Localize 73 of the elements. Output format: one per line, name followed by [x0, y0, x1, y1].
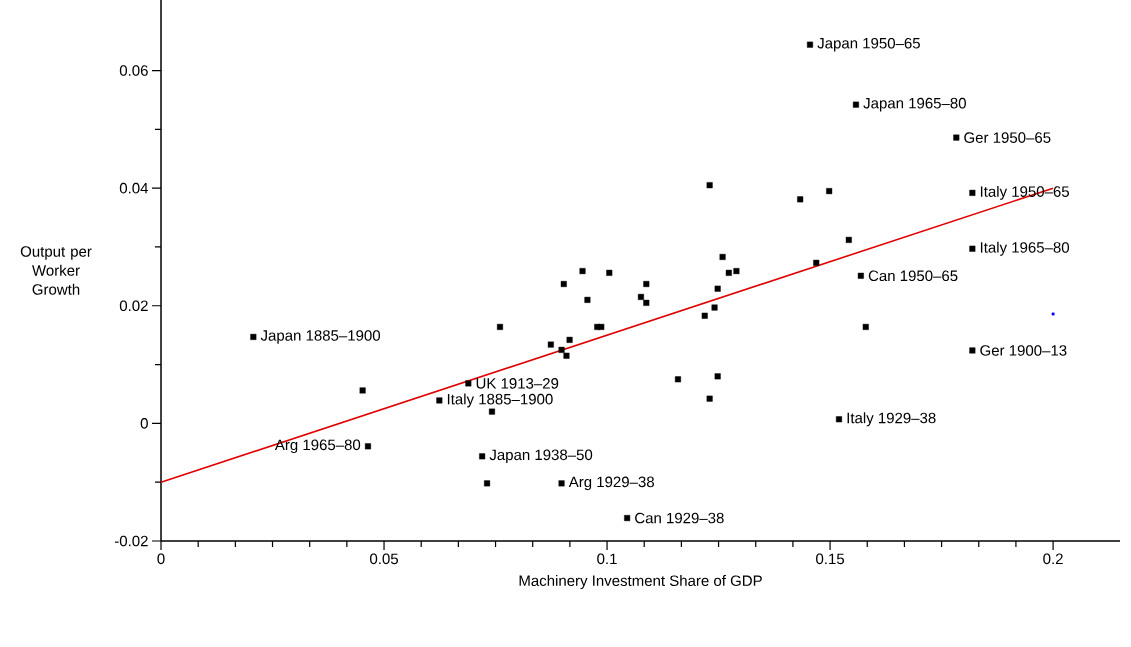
point — [566, 336, 573, 343]
annotation: Can 1950–65 — [868, 270, 958, 282]
point — [624, 515, 631, 522]
point — [250, 333, 257, 340]
point — [560, 281, 567, 288]
y-tick-label: 0 — [140, 418, 148, 429]
point — [558, 480, 565, 487]
point — [797, 196, 804, 203]
point — [714, 285, 721, 292]
point — [862, 323, 869, 330]
point — [488, 408, 495, 415]
point — [969, 245, 976, 252]
point — [969, 189, 976, 196]
y-tick-label: 0.04 — [119, 182, 149, 194]
annotation: Japan 1965–80 — [863, 97, 966, 112]
point — [719, 253, 726, 260]
point — [436, 397, 443, 404]
point — [643, 281, 650, 288]
point — [479, 453, 486, 460]
point — [969, 347, 976, 354]
point — [547, 341, 554, 348]
annotation: Can 1929–38 — [635, 512, 724, 524]
point — [852, 101, 859, 108]
point — [643, 299, 650, 306]
point — [359, 387, 366, 394]
point — [813, 259, 820, 266]
point — [484, 480, 491, 487]
point — [807, 41, 813, 48]
x-tick-label: 0 — [157, 553, 165, 565]
x-axis-title: Machinery Investment Share of GDP — [519, 575, 762, 589]
x-tick-label: 0.05 — [370, 553, 398, 565]
annotation: Ger 1950–65 — [964, 132, 1051, 143]
point — [465, 380, 472, 387]
point — [714, 373, 721, 380]
point — [584, 296, 591, 303]
annotation: Italy 1885–1900 — [447, 393, 553, 408]
point — [1051, 312, 1055, 316]
y-tick-label: 0.02 — [119, 300, 148, 312]
point — [706, 182, 713, 189]
point — [563, 352, 570, 359]
y-axis-title: Output per Worker Growth — [20, 246, 92, 295]
point — [598, 323, 605, 330]
point — [701, 312, 708, 319]
point — [733, 268, 740, 275]
annotation: Italy 1965–80 — [980, 241, 1070, 256]
point — [725, 269, 732, 276]
point — [826, 188, 833, 195]
x-tick-label: 0.2 — [1043, 553, 1063, 565]
point — [953, 134, 960, 141]
point — [706, 395, 713, 402]
y-tick-label: -0.02 — [114, 535, 148, 547]
annotation: Arg 1965–80 — [274, 439, 361, 454]
y-tick-label: 0.06 — [119, 65, 148, 76]
point — [845, 236, 852, 243]
annotation: Arg 1929–38 — [568, 476, 654, 491]
annotation: UK 1913–29 — [476, 378, 559, 389]
annotation: Italy 1929–38 — [847, 412, 936, 427]
annotation: Japan 1885–1900 — [260, 330, 381, 344]
annotation: Japan 1950–65 — [817, 37, 920, 52]
point — [606, 269, 613, 276]
point — [558, 346, 565, 353]
point — [364, 443, 371, 450]
annotation: Ger 1900–13 — [980, 345, 1067, 356]
point — [497, 323, 503, 330]
point — [674, 376, 681, 383]
point — [637, 293, 644, 300]
annotation: Japan 1938–50 — [489, 449, 593, 464]
point — [579, 268, 586, 275]
point — [857, 272, 864, 279]
point — [711, 304, 718, 311]
x-tick-label: 0.1 — [597, 553, 617, 565]
point — [836, 416, 842, 423]
x-tick-label: 0.15 — [816, 553, 845, 565]
